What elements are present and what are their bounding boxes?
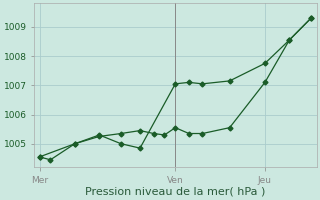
- X-axis label: Pression niveau de la mer( hPa ): Pression niveau de la mer( hPa ): [85, 187, 266, 197]
